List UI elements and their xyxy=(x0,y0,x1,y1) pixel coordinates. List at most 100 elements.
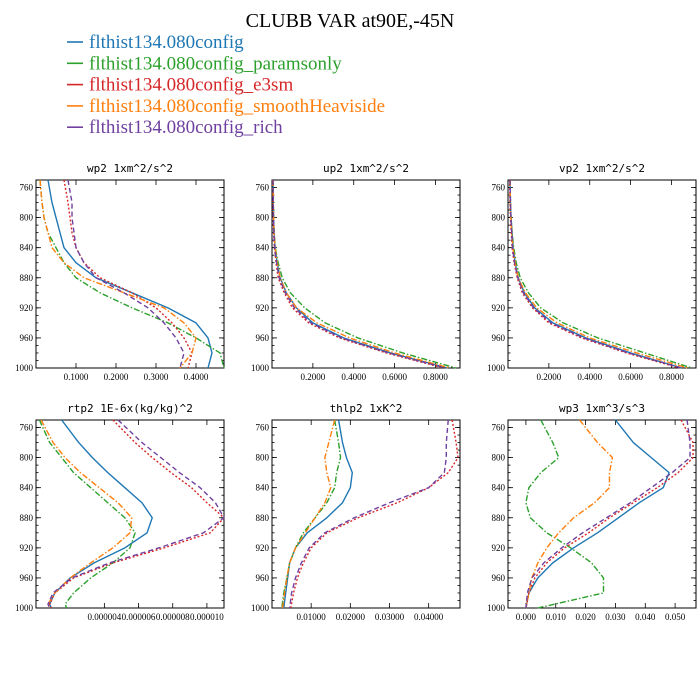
series-line xyxy=(272,179,446,369)
legend-label: flthist134.080config xyxy=(89,32,244,53)
chart-panel: wp2 1xm^2/s^2 760 800 840 880 920 960 1000 0.100… xyxy=(15,162,225,382)
y-tick-label: 840 xyxy=(492,483,506,493)
y-tick-label: 960 xyxy=(492,573,506,583)
y-tick-label: 760 xyxy=(492,423,506,433)
y-tick-label: 1000 xyxy=(487,363,506,373)
series-line xyxy=(290,419,459,609)
panels: wp2 1xm^2/s^2 760 800 840 880 920 960 1000 0.100… xyxy=(15,162,697,622)
y-tick-label: 880 xyxy=(492,273,506,283)
x-tick-label: 0.3000 xyxy=(144,372,169,382)
series-line xyxy=(48,419,153,609)
series-line xyxy=(509,179,693,369)
y-tick-label: 800 xyxy=(256,213,270,223)
plot-frame xyxy=(35,419,225,609)
x-tick-label: 0.8000 xyxy=(423,372,448,382)
x-tick-label: 0.000006 xyxy=(122,612,156,622)
legend-label: flthist134.080config_paramsonly xyxy=(89,53,342,74)
y-tick-label: 840 xyxy=(20,243,34,253)
series-line xyxy=(525,419,605,609)
series-line xyxy=(63,179,193,369)
y-tick-label: 920 xyxy=(492,543,506,553)
plot-frame xyxy=(507,179,697,369)
x-tick-label: 0.4000 xyxy=(341,372,366,382)
series-line xyxy=(47,419,225,609)
y-tick-label: 760 xyxy=(492,183,506,193)
y-tick-label: 960 xyxy=(20,333,34,343)
series-line xyxy=(525,419,691,609)
x-tick-label: 0.2000 xyxy=(104,372,129,382)
figure-title: CLUBB VAR at90E,-45N xyxy=(246,10,455,32)
y-tick-label: 1000 xyxy=(251,363,270,373)
y-tick-label: 760 xyxy=(20,183,34,193)
series-line xyxy=(509,179,682,369)
series-line xyxy=(525,419,670,609)
panel-title: vp2 1xm^2/s^2 xyxy=(559,162,645,175)
y-tick-label: 920 xyxy=(256,303,270,313)
series-line xyxy=(283,419,353,609)
legend-entry: flthist134.080config xyxy=(67,32,244,53)
y-tick-label: 880 xyxy=(492,513,506,523)
y-tick-label: 920 xyxy=(20,303,34,313)
series-line xyxy=(525,419,614,609)
legend-entry: flthist134.080config_e3sm xyxy=(67,75,293,96)
x-tick-label: 0.4000 xyxy=(577,372,602,382)
x-tick-label: 0.2000 xyxy=(536,372,561,382)
legend-entry: flthist134.080config_paramsonly xyxy=(67,53,342,74)
x-tick-label: 0.6000 xyxy=(382,372,407,382)
legend-label: flthist134.080config_smoothHeaviside xyxy=(89,96,385,117)
x-tick-label: 0.1000 xyxy=(64,372,89,382)
series-line xyxy=(39,179,197,369)
x-tick-label: 0.03000 xyxy=(375,612,405,622)
panel-title: wp3 1xm^3/s^3 xyxy=(559,402,645,415)
chart-panel: vp2 1xm^2/s^2 760 800 840 880 920 960 1000 0.200… xyxy=(487,162,697,382)
legend-label: flthist134.080config_rich xyxy=(89,117,283,138)
y-tick-label: 760 xyxy=(256,183,270,193)
series-line xyxy=(272,179,450,369)
y-tick-label: 800 xyxy=(20,213,34,223)
y-tick-label: 840 xyxy=(20,483,34,493)
panel-title: thlp2 1xK^2 xyxy=(330,402,403,415)
chart-panel: wp3 1xm^3/s^3 760 800 840 880 920 960 1000 0.000… xyxy=(487,402,697,622)
series-line xyxy=(272,179,448,369)
panel-title: wp2 1xm^2/s^2 xyxy=(87,162,173,175)
x-tick-label: 0.000 xyxy=(516,612,537,622)
y-tick-label: 960 xyxy=(20,573,34,583)
y-tick-label: 840 xyxy=(256,483,270,493)
plot-frame xyxy=(507,419,697,609)
series-line xyxy=(40,419,133,609)
x-tick-label: 0.030 xyxy=(605,612,626,622)
y-tick-label: 1000 xyxy=(487,603,506,613)
y-tick-label: 760 xyxy=(20,423,34,433)
plot-frame xyxy=(35,179,225,369)
y-tick-label: 880 xyxy=(256,273,270,283)
x-tick-label: 0.8000 xyxy=(659,372,684,382)
plot-frame xyxy=(271,179,461,369)
y-tick-label: 880 xyxy=(20,273,34,283)
y-tick-label: 1000 xyxy=(251,603,270,613)
y-tick-label: 800 xyxy=(20,453,34,463)
y-tick-label: 1000 xyxy=(15,363,34,373)
x-tick-label: 0.000004 xyxy=(87,612,121,622)
y-tick-label: 840 xyxy=(492,243,506,253)
y-tick-label: 800 xyxy=(256,453,270,463)
series-line xyxy=(509,179,682,369)
legend: flthist134.080configflthist134.080config… xyxy=(67,32,385,138)
series-line xyxy=(272,179,457,369)
series-line xyxy=(509,179,689,369)
plot-frame xyxy=(271,419,461,609)
y-tick-label: 960 xyxy=(492,333,506,343)
y-tick-label: 840 xyxy=(256,243,270,253)
x-tick-label: 0.04000 xyxy=(414,612,444,622)
series-line xyxy=(48,419,225,609)
series-line xyxy=(38,419,136,609)
y-tick-label: 880 xyxy=(20,513,34,523)
legend-label: flthist134.080config_e3sm xyxy=(89,75,293,96)
y-tick-label: 920 xyxy=(20,543,34,553)
x-tick-label: 0.000010 xyxy=(190,612,224,622)
series-line xyxy=(272,179,444,369)
x-tick-label: 0.010 xyxy=(546,612,567,622)
x-tick-label: 0.4000 xyxy=(184,372,209,382)
x-tick-label: 0.6000 xyxy=(618,372,643,382)
y-tick-label: 960 xyxy=(256,573,270,583)
x-tick-label: 0.040 xyxy=(635,612,656,622)
